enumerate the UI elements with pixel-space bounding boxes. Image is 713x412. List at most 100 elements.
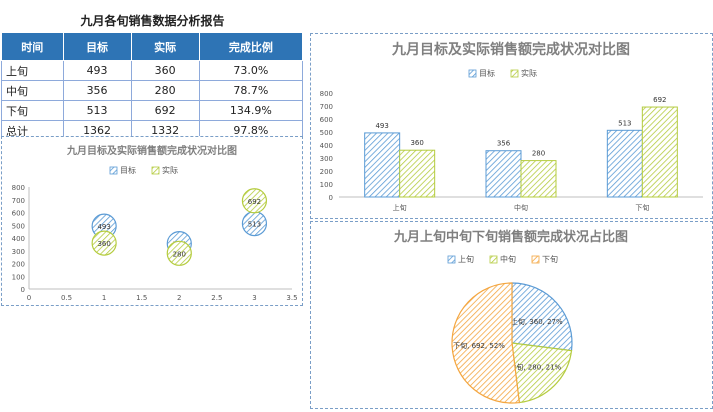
y-tick-label: 300 <box>12 248 25 256</box>
legend-label-bubble-0: 目标 <box>120 165 136 175</box>
bubble-point <box>166 240 192 266</box>
bubble-data-label: 692 <box>248 198 261 206</box>
y-tick-label: 0 <box>329 194 333 202</box>
pie-slice <box>511 342 573 404</box>
pie-slice <box>451 282 521 404</box>
bar-1 <box>399 149 436 198</box>
legend-swatch <box>489 255 498 264</box>
bar-data-label: 280 <box>532 150 545 158</box>
table-row: 中旬 356 280 78.7% <box>1 80 304 101</box>
table-header-row: 时间 目标 实际 完成比例 <box>1 32 304 61</box>
bar-chart-panel: 九月目标及实际销售额完成状况对比图目标 实际 0 100 200 300 400 500 600… <box>310 33 713 219</box>
cell-target: 493 <box>62 60 132 81</box>
pie-chart-panel: 九月上旬中旬下旬销售额完成状况占比图上旬 中旬 下旬上旬, 360, 27% 中旬, … <box>310 221 713 409</box>
bubble-chart-panel: 九月目标及实际销售额完成状况对比图目标 实际 0 100 200 300 400 500 600… <box>1 136 303 306</box>
cell-actual: 360 <box>130 60 200 81</box>
y-tick-label: 600 <box>320 116 333 124</box>
x-tick-label: 3 <box>252 294 256 302</box>
bubble-data-label: 360 <box>97 240 110 248</box>
cell-ratio: 134.9% <box>198 100 304 121</box>
x-tick-label: 上旬 <box>393 203 407 212</box>
x-tick-label: 1.5 <box>136 294 147 302</box>
pie-data-label: 中旬, 280, 21% <box>509 362 561 371</box>
legend-label-bar-0: 目标 <box>479 68 495 78</box>
y-tick-label: 700 <box>320 103 333 111</box>
bar-1 <box>520 160 557 198</box>
y-tick-label: 200 <box>12 261 25 269</box>
bubble-data-label: 280 <box>173 250 186 258</box>
cell-target: 356 <box>62 80 132 101</box>
y-tick-label: 100 <box>320 181 333 189</box>
header-actual: 实际 <box>130 32 200 61</box>
bar-0 <box>485 150 522 198</box>
legend-swatch <box>447 255 456 264</box>
cell-period: 中旬 <box>1 80 64 101</box>
header-target: 目标 <box>62 32 132 61</box>
legend-swatch <box>531 255 540 264</box>
table-row: 下旬 513 692 134.9% <box>1 100 304 121</box>
y-tick-label: 800 <box>12 184 25 192</box>
bubble-data-label: 493 <box>97 223 110 231</box>
bar-1 <box>641 106 678 198</box>
x-tick-label: 中旬 <box>514 203 528 212</box>
legend-swatch <box>109 166 118 175</box>
legend-label-bar-1: 实际 <box>521 68 537 78</box>
bar-data-label: 493 <box>375 122 388 130</box>
bar-data-label: 513 <box>618 119 631 127</box>
x-tick-label: 2.5 <box>211 294 222 302</box>
legend-swatch <box>151 166 160 175</box>
legend-swatch <box>510 69 519 78</box>
y-tick-label: 800 <box>320 90 333 98</box>
x-tick-label: 3.5 <box>286 294 297 302</box>
cell-target: 513 <box>62 100 132 121</box>
x-tick-label: 下旬 <box>635 203 649 212</box>
bar-data-label: 360 <box>410 139 423 147</box>
legend-label-pie-1: 中旬 <box>500 254 516 264</box>
y-tick-label: 200 <box>320 168 333 176</box>
y-tick-label: 400 <box>12 235 25 243</box>
cell-actual: 692 <box>130 100 200 121</box>
header-ratio: 完成比例 <box>198 32 304 61</box>
x-tick-label: 2 <box>177 294 181 302</box>
bubble-chart-title: 九月目标及实际销售额完成状况对比图 <box>66 144 237 157</box>
bubble-point <box>91 230 117 256</box>
y-tick-label: 0 <box>21 286 25 294</box>
legend-label-pie-2: 下旬 <box>542 254 558 264</box>
table-row: 上旬 493 360 73.0% <box>1 60 304 81</box>
y-tick-label: 100 <box>12 273 25 281</box>
bar-0 <box>364 132 401 198</box>
legend-label-pie-0: 上旬 <box>458 254 474 264</box>
y-tick-label: 700 <box>12 197 25 205</box>
bar-data-label: 356 <box>497 140 511 148</box>
x-tick-label: 0.5 <box>61 294 72 302</box>
pie-data-label: 下旬, 692, 52% <box>453 341 505 350</box>
x-tick-label: 1 <box>102 294 106 302</box>
cell-actual: 280 <box>130 80 200 101</box>
cell-ratio: 73.0% <box>198 60 304 81</box>
x-tick-label: 0 <box>27 294 31 302</box>
bar-data-label: 692 <box>653 96 666 104</box>
y-tick-label: 400 <box>320 142 333 150</box>
pie-slice <box>511 282 573 352</box>
data-table: 时间 目标 实际 完成比例 上旬 493 360 73.0% 中旬 356 28… <box>1 32 304 141</box>
report-title: 九月各旬销售数据分析报告 <box>80 14 225 28</box>
bubble-data-label: 513 <box>248 221 261 229</box>
cell-period: 上旬 <box>1 60 64 81</box>
legend-label-bubble-1: 实际 <box>162 165 178 175</box>
y-tick-label: 500 <box>12 222 25 230</box>
cell-ratio: 78.7% <box>198 80 304 101</box>
bar-0 <box>606 129 643 198</box>
y-tick-label: 300 <box>320 155 333 163</box>
bar-chart-title: 九月目标及实际销售额完成状况对比图 <box>391 41 630 58</box>
legend-swatch <box>468 69 477 78</box>
pie-data-label: 上旬, 360, 27% <box>511 317 563 326</box>
cell-period: 下旬 <box>1 100 64 121</box>
pie-chart-title: 九月上旬中旬下旬销售额完成状况占比图 <box>393 229 628 245</box>
y-tick-label: 500 <box>320 129 333 137</box>
y-tick-label: 600 <box>12 210 25 218</box>
header-time: 时间 <box>1 32 64 61</box>
bubble-point <box>241 188 268 214</box>
